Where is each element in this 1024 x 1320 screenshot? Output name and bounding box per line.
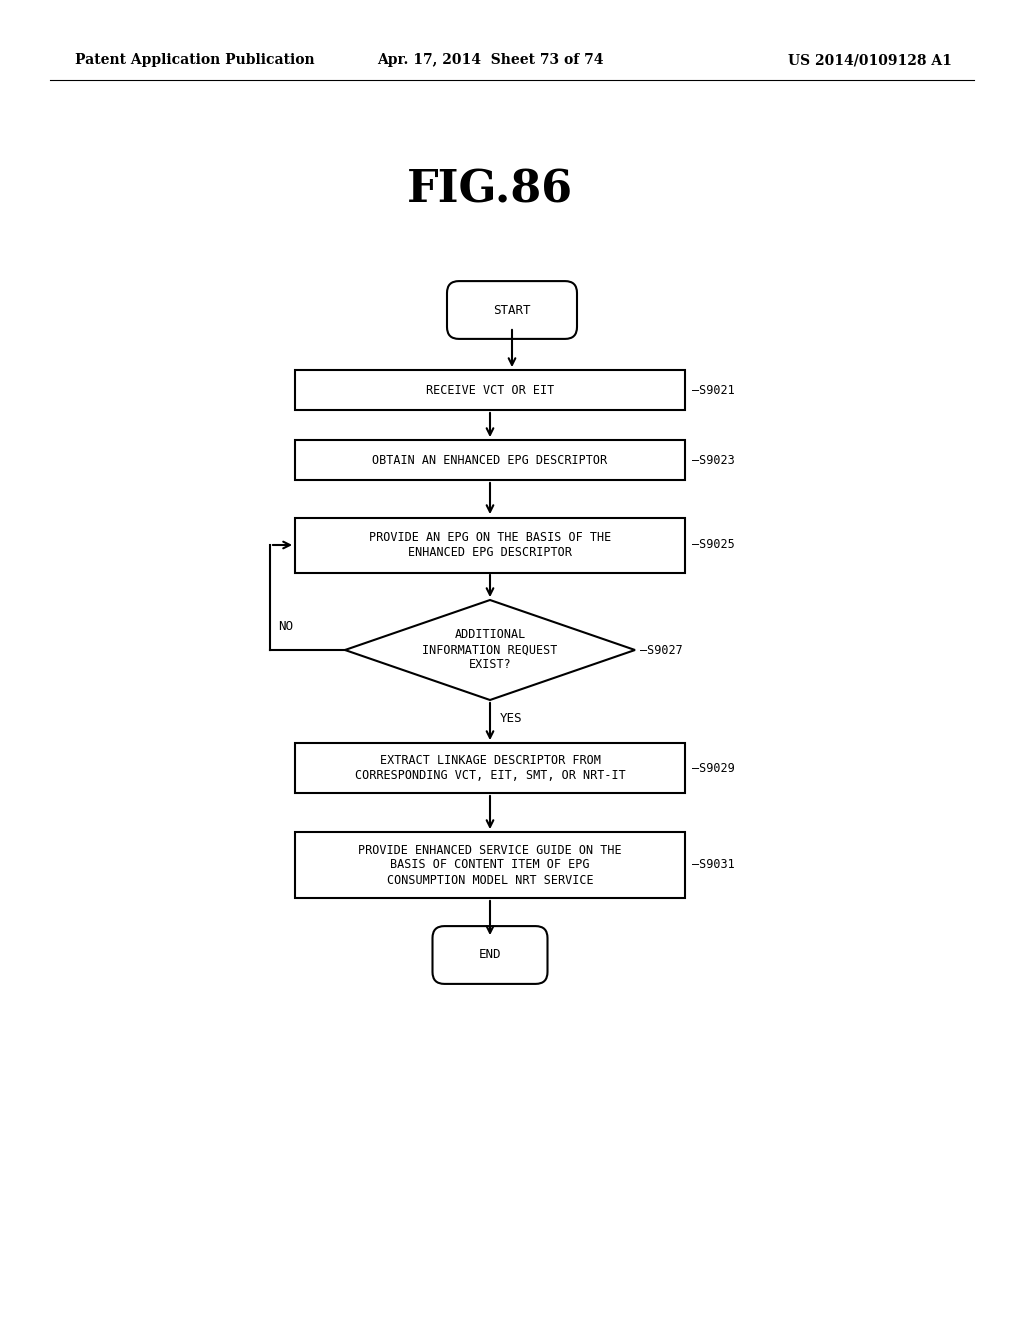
Text: YES: YES [500,711,522,725]
Text: OBTAIN AN ENHANCED EPG DESCRIPTOR: OBTAIN AN ENHANCED EPG DESCRIPTOR [373,454,607,466]
Text: US 2014/0109128 A1: US 2014/0109128 A1 [788,53,952,67]
Bar [295,517,685,573]
FancyBboxPatch shape [432,927,548,983]
Bar [295,440,685,480]
Text: NO: NO [278,620,293,634]
Text: END: END [479,949,502,961]
Text: PROVIDE ENHANCED SERVICE GUIDE ON THE
BASIS OF CONTENT ITEM OF EPG
CONSUMPTION M: PROVIDE ENHANCED SERVICE GUIDE ON THE BA… [358,843,622,887]
Text: Patent Application Publication: Patent Application Publication [75,53,314,67]
Polygon shape [345,601,635,700]
Bar [295,743,685,793]
Bar [295,832,685,898]
Text: PROVIDE AN EPG ON THE BASIS OF THE
ENHANCED EPG DESCRIPTOR: PROVIDE AN EPG ON THE BASIS OF THE ENHAN… [369,531,611,558]
Text: —S9031: —S9031 [692,858,735,871]
FancyBboxPatch shape [447,281,577,339]
Text: —S9025: —S9025 [692,539,735,552]
Text: —S9021: —S9021 [692,384,735,396]
Text: —S9029: —S9029 [692,762,735,775]
Text: EXTRACT LINKAGE DESCRIPTOR FROM
CORRESPONDING VCT, EIT, SMT, OR NRT-IT: EXTRACT LINKAGE DESCRIPTOR FROM CORRESPO… [354,754,626,781]
Text: —S9023: —S9023 [692,454,735,466]
Text: RECEIVE VCT OR EIT: RECEIVE VCT OR EIT [426,384,554,396]
Text: ADDITIONAL
INFORMATION REQUEST
EXIST?: ADDITIONAL INFORMATION REQUEST EXIST? [422,628,558,672]
Bar [295,370,685,411]
Text: —S9027: —S9027 [640,644,683,656]
Text: Apr. 17, 2014  Sheet 73 of 74: Apr. 17, 2014 Sheet 73 of 74 [377,53,603,67]
Text: FIG.86: FIG.86 [407,169,573,211]
Text: START: START [494,304,530,317]
